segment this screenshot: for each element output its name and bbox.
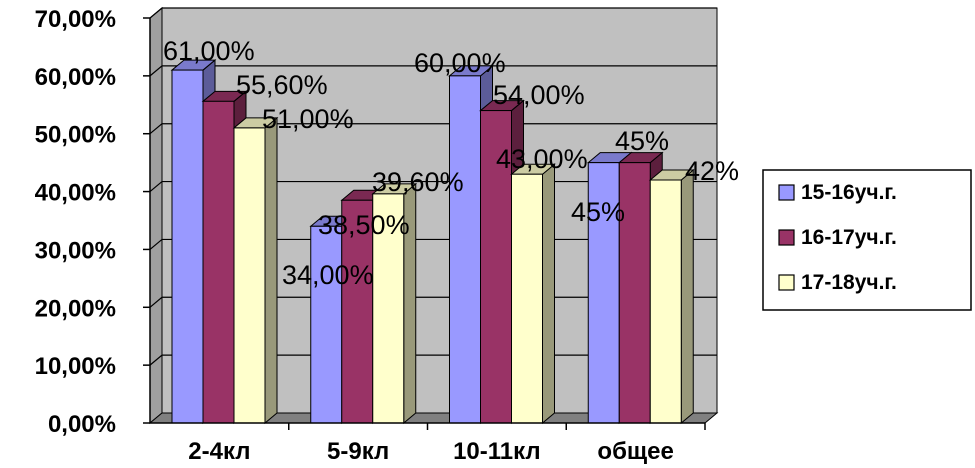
legend-label: 15-16уч.г. [801, 181, 897, 204]
bar-front [341, 199, 374, 424]
bar-front [480, 110, 512, 424]
y-tick-label: 0,00% [48, 411, 116, 438]
axes: 0,00% 10,00% 20,00% 30,00% 40,00% 50,00% 60,00… [35, 6, 706, 465]
legend-swatch [778, 184, 795, 201]
bar-side [264, 116, 278, 425]
y-tick-label: 60,00% [35, 64, 116, 91]
data-label: 55,60% [236, 70, 328, 100]
bar-front [649, 179, 682, 424]
x-tick-label: 5-9кл [327, 438, 389, 465]
bar-front [511, 173, 543, 424]
y-tick-label: 30,00% [35, 237, 116, 264]
x-tick-label: общее [597, 438, 673, 465]
bar [510, 163, 556, 425]
bar-front [449, 75, 481, 424]
bar-front [233, 127, 266, 424]
data-label: 54,00% [493, 80, 585, 110]
legend-item[interactable]: 17-18уч.г. [778, 271, 897, 294]
data-label: 34,00% [282, 260, 374, 290]
bar-side [542, 163, 555, 425]
data-label: 61,00% [163, 36, 255, 66]
x-tick-label: 10-11кл [453, 438, 541, 465]
bar-front [310, 225, 343, 424]
gridline [149, 7, 717, 19]
legend-box [762, 169, 972, 311]
gridline [149, 65, 717, 77]
data-label: 45% [571, 197, 625, 227]
legend-label: 17-18уч.г. [801, 271, 897, 294]
x-tick-label: 2-4кл [188, 438, 250, 465]
y-tick-label: 40,00% [35, 180, 116, 207]
legend-label: 16-17уч.г. [801, 226, 897, 249]
legend-swatch [778, 274, 795, 291]
legend[interactable]: 15-16уч.г. 16-17уч.г. 17-18уч.г. [762, 169, 972, 311]
bar [371, 182, 418, 425]
bar [232, 116, 279, 425]
data-label: 51,00% [262, 104, 354, 134]
legend-item[interactable]: 15-16уч.г. [778, 181, 897, 204]
bar-front [202, 100, 235, 424]
data-label: 39,60% [372, 167, 464, 197]
bar-side [680, 168, 694, 425]
legend-item[interactable]: 16-17уч.г. [778, 226, 897, 249]
bar-front [171, 69, 204, 424]
data-label: 60,00% [414, 48, 506, 78]
data-label: 42% [685, 156, 739, 186]
data-label: 45% [615, 126, 669, 156]
bars [170, 59, 695, 425]
bar-front [618, 162, 651, 424]
bar [648, 168, 695, 425]
bar-front [372, 193, 405, 424]
legend-swatch [778, 229, 795, 246]
y-tick-label: 10,00% [35, 353, 116, 380]
data-label: 43,00% [496, 144, 588, 174]
y-tick-label: 20,00% [35, 295, 116, 322]
y-tick-label: 70,00% [35, 6, 116, 33]
gridline [149, 123, 717, 135]
data-label: 38,50% [318, 210, 410, 240]
y-tick-label: 50,00% [35, 122, 116, 149]
data-labels: 61,00% 34,00% 60,00% 45% 55,60% 38,50% 54,00% 4… [163, 36, 739, 290]
